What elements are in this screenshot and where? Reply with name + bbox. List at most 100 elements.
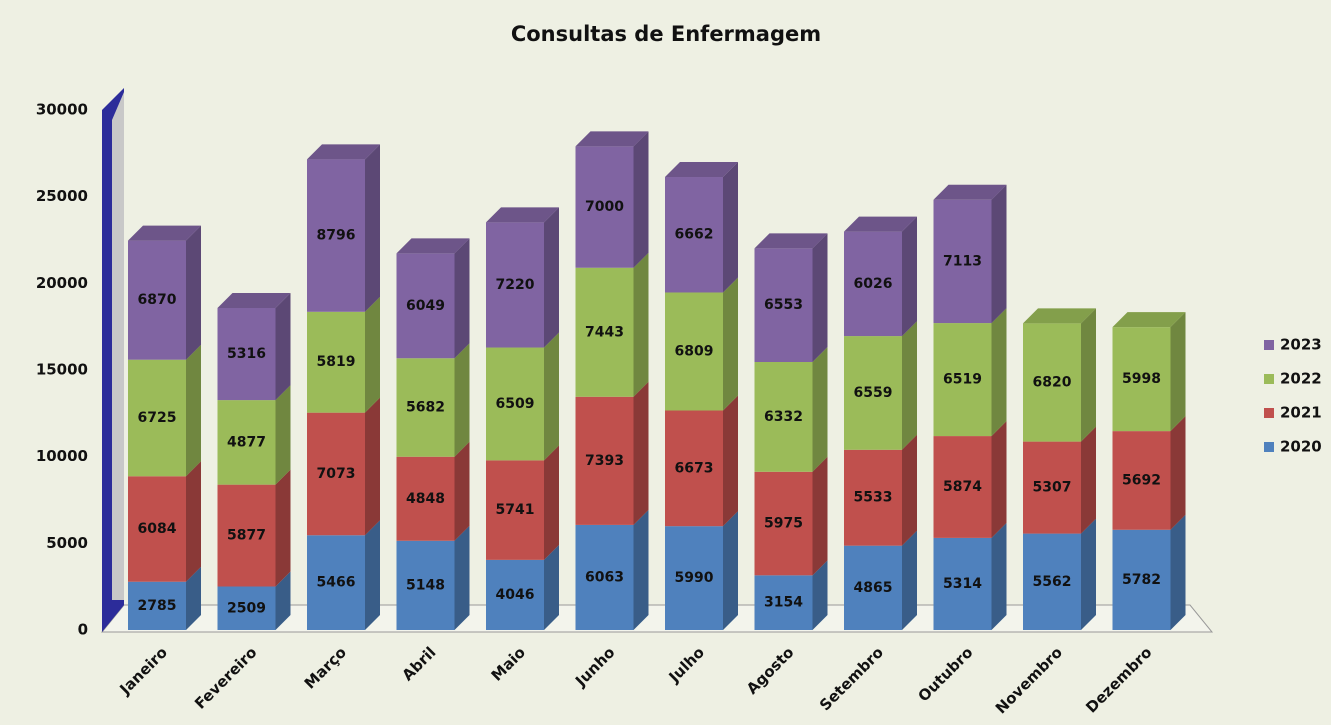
bar-side-shade: [991, 421, 1007, 538]
legend-label: 2020: [1280, 438, 1322, 456]
bar-top-shade: [396, 238, 470, 254]
bar: [754, 248, 813, 363]
data-label: 6725: [138, 410, 177, 426]
bar-side-shade: [186, 461, 201, 582]
bar-side: [275, 469, 291, 587]
bar: [396, 456, 455, 541]
bar-side: [544, 544, 559, 630]
bar: [307, 412, 365, 536]
bar-side: [544, 332, 559, 461]
data-label: 5741: [496, 502, 535, 518]
data-label: 6084: [138, 521, 177, 537]
bar-side-shade: [1170, 416, 1186, 530]
bar-side: [723, 395, 738, 527]
data-label: 6559: [854, 385, 893, 401]
bar: [1023, 533, 1081, 630]
data-label: 2509: [227, 600, 266, 616]
bar-side-shade: [1170, 514, 1186, 630]
legend-swatch: [1264, 374, 1274, 384]
bar: [128, 476, 186, 582]
bar-side: [991, 522, 1007, 630]
bar: [754, 575, 813, 630]
y-tick-label: 0: [78, 621, 88, 639]
data-label: 7000: [585, 199, 624, 215]
bar: [575, 146, 634, 268]
data-label: 5466: [317, 575, 356, 591]
data-label: 7220: [496, 277, 535, 293]
bar: [307, 535, 365, 630]
data-label: 2785: [138, 598, 177, 614]
bar: [754, 362, 813, 472]
bar-side: [365, 520, 380, 630]
bar-side-shade: [365, 520, 380, 630]
bar-top-shade: [128, 225, 201, 241]
bar: [754, 471, 813, 576]
bar-side: [186, 461, 201, 582]
bar-top-shade: [754, 233, 828, 249]
bar-side: [186, 344, 201, 477]
bar-top: [575, 131, 649, 147]
bar: [665, 177, 723, 293]
data-label: 4046: [496, 587, 535, 603]
bar-side-shade: [723, 511, 738, 630]
bar: [575, 396, 634, 525]
bar: [396, 540, 455, 630]
bar: [486, 460, 544, 560]
data-label: 7443: [585, 324, 624, 340]
bar-side: [1170, 514, 1186, 630]
legend-label: 2021: [1280, 404, 1322, 422]
data-label: 5877: [227, 528, 266, 544]
bar-side-shade: [991, 184, 1007, 324]
data-label: 7113: [943, 253, 982, 269]
bar: [665, 292, 723, 411]
bar-top-shade: [1112, 312, 1186, 328]
bar-side-shade: [902, 216, 917, 337]
bar-side-shade: [812, 560, 828, 630]
bar-side-shade: [454, 441, 470, 541]
data-label: 6809: [675, 343, 714, 359]
bar: [844, 231, 902, 337]
data-label: 5314: [943, 576, 982, 592]
bar-side-shade: [275, 469, 291, 587]
bar-side-shade: [186, 344, 201, 477]
bar: [128, 359, 186, 477]
bar-side-shade: [365, 296, 380, 413]
data-label: 5998: [1122, 371, 1161, 387]
bar-top: [217, 292, 291, 308]
bar-side: [186, 225, 201, 360]
chart-title: Consultas de Enfermagem: [511, 22, 821, 46]
bar-side-shade: [275, 292, 291, 401]
data-label: 7393: [585, 453, 624, 469]
bar: [217, 307, 276, 401]
bar-side-shade: [1081, 308, 1096, 442]
data-label: 5819: [317, 354, 356, 370]
bar: [486, 559, 544, 630]
bar-side: [633, 252, 649, 397]
bar-side-shade: [991, 308, 1007, 437]
bar-side: [812, 560, 828, 630]
bar: [217, 400, 276, 485]
bar-top: [307, 144, 380, 160]
data-label: 6673: [675, 460, 714, 476]
bar-side-shade: [1170, 312, 1186, 432]
bar-side: [544, 207, 559, 348]
bar: [933, 436, 992, 538]
bar-top: [1023, 308, 1096, 324]
bar-side: [812, 233, 828, 363]
data-label: 4848: [406, 491, 445, 507]
bar: [665, 526, 723, 630]
bar-side-shade: [186, 225, 201, 360]
bar-side-shade: [186, 566, 201, 630]
bar-side: [275, 385, 291, 485]
bar: [486, 347, 544, 461]
data-label: 6049: [406, 298, 445, 314]
bar-side: [275, 292, 291, 401]
bar-side: [991, 184, 1007, 324]
bar: [1023, 441, 1081, 534]
data-label: 6026: [854, 276, 893, 292]
bar-side: [902, 434, 917, 546]
bar-side: [812, 456, 828, 576]
bar-side-shade: [365, 144, 380, 312]
y-tick-label: 10000: [36, 447, 88, 465]
